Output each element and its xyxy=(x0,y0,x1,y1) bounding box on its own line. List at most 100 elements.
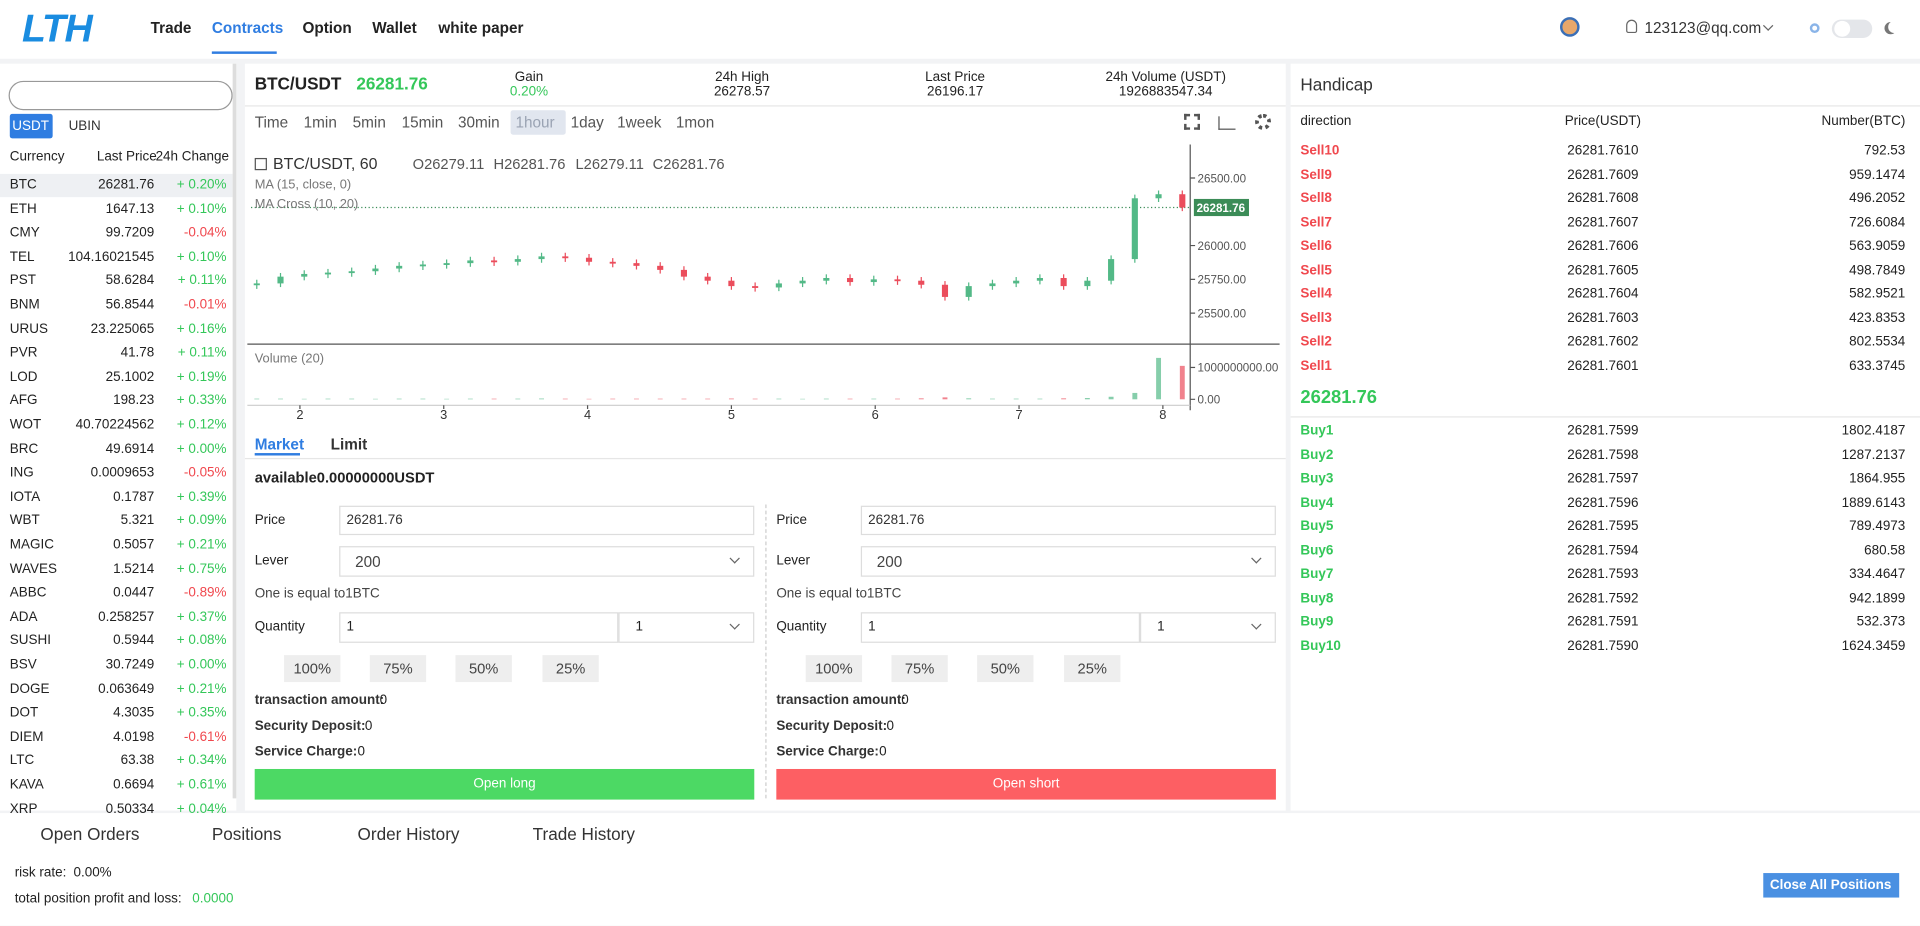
currency[interactable]: DIEM xyxy=(9,729,44,745)
order-tab[interactable]: Market xyxy=(254,435,305,454)
change: + 0.12% xyxy=(176,417,227,433)
timeframe[interactable]: 1day xyxy=(570,113,604,132)
currency[interactable]: MAGIC xyxy=(9,537,54,553)
currency[interactable]: DOT xyxy=(9,705,39,721)
logo[interactable]: LTH xyxy=(22,6,93,51)
book-side: Sell10 xyxy=(1300,143,1340,158)
price-input[interactable] xyxy=(860,505,1276,536)
timeframe[interactable]: 30min xyxy=(457,113,500,132)
nav-item[interactable]: Trade xyxy=(150,19,192,37)
currency[interactable]: WAVES xyxy=(9,561,57,577)
settings-icon[interactable] xyxy=(1255,113,1272,130)
timeframe[interactable]: 1week xyxy=(617,113,662,132)
nav-item[interactable]: Option xyxy=(302,19,352,37)
nav-item[interactable]: white paper xyxy=(438,19,524,37)
submit-button[interactable] xyxy=(776,768,1276,800)
history-tab[interactable]: Trade History xyxy=(532,824,635,844)
timeframe[interactable]: 1mon xyxy=(675,113,715,132)
percent-button[interactable] xyxy=(1064,655,1121,683)
currency[interactable]: PVR xyxy=(9,345,38,361)
timeframe[interactable]: Time xyxy=(254,113,289,132)
currency[interactable]: WBT xyxy=(9,513,40,529)
qty-input[interactable] xyxy=(339,612,619,643)
stat-label: Gain xyxy=(514,69,544,85)
close-all-button[interactable] xyxy=(1763,873,1900,898)
fullscreen-icon[interactable] xyxy=(1184,113,1201,130)
indicator-icon[interactable] xyxy=(1218,116,1236,130)
history-tab[interactable]: Open Orders xyxy=(40,824,140,844)
user-email[interactable]: 123123@qq.com xyxy=(1644,19,1762,37)
avatar[interactable] xyxy=(1560,17,1580,37)
lever-select[interactable] xyxy=(339,546,755,577)
timeframe[interactable]: 1min xyxy=(303,113,337,132)
currency[interactable]: XRP xyxy=(9,801,38,817)
timeframe[interactable]: 1hour xyxy=(515,113,555,132)
volume-bar xyxy=(562,398,568,400)
order-tab[interactable]: Limit xyxy=(330,435,368,454)
book-amount: 496.2052 xyxy=(1849,191,1906,206)
change: -0.89% xyxy=(183,585,227,601)
currency[interactable]: CMY xyxy=(9,225,40,241)
divider xyxy=(1290,416,1920,418)
user-icon xyxy=(1626,19,1638,34)
candle xyxy=(1036,278,1043,281)
percent-button[interactable] xyxy=(369,655,427,683)
currency[interactable]: BRC xyxy=(9,441,39,457)
currency[interactable]: ABBC xyxy=(9,585,47,601)
currency[interactable]: SUSHI xyxy=(9,633,51,649)
timeframe[interactable]: 15min xyxy=(401,113,444,132)
unit-select[interactable] xyxy=(1140,612,1276,643)
percent-button[interactable] xyxy=(542,655,599,683)
volume-bar xyxy=(1084,398,1090,400)
percent-button[interactable] xyxy=(284,655,341,683)
currency[interactable]: IOTA xyxy=(9,489,41,505)
currency[interactable]: WOT xyxy=(9,417,42,433)
close-all-label[interactable]: Close All Positions xyxy=(1769,877,1892,893)
currency[interactable]: LTC xyxy=(9,753,35,769)
nav-item[interactable]: Wallet xyxy=(372,19,417,37)
note: One is equal to1BTC xyxy=(254,586,380,602)
submit-button[interactable] xyxy=(254,768,755,800)
history-tab[interactable]: Order History xyxy=(357,824,460,844)
percent-button[interactable] xyxy=(455,655,512,683)
market-tab[interactable]: USDT xyxy=(12,118,49,134)
currency[interactable]: LOD xyxy=(9,369,38,385)
unit-select[interactable] xyxy=(618,612,755,643)
candle xyxy=(965,286,972,297)
tab-active-bg xyxy=(9,113,53,139)
currency[interactable]: AFG xyxy=(9,393,38,409)
percent-button[interactable] xyxy=(891,655,948,683)
qty-input[interactable] xyxy=(860,612,1141,643)
submit-label[interactable]: Open long xyxy=(473,776,536,792)
candle xyxy=(941,284,949,297)
percent-button[interactable] xyxy=(805,655,863,683)
percent-button[interactable] xyxy=(977,655,1034,683)
timeframe[interactable]: 5min xyxy=(352,113,386,132)
currency[interactable]: TEL xyxy=(9,249,35,265)
candle xyxy=(1179,194,1186,208)
currency[interactable]: ETH xyxy=(9,201,37,217)
search-input[interactable] xyxy=(8,80,233,111)
book-amount: 633.3745 xyxy=(1849,358,1906,374)
market-tab[interactable]: UBIN xyxy=(68,118,101,134)
currency[interactable]: KAVA xyxy=(9,777,44,793)
nav-item[interactable]: Contracts xyxy=(211,19,284,37)
history-tab[interactable]: Positions xyxy=(211,824,282,844)
book-side: Buy5 xyxy=(1300,519,1334,535)
currency[interactable]: PST xyxy=(9,273,37,289)
currency[interactable]: ADA xyxy=(9,609,38,625)
currency[interactable]: BTC xyxy=(9,177,37,193)
submit-label[interactable]: Open short xyxy=(992,776,1060,792)
book-price: 26281.7595 xyxy=(1567,519,1639,535)
currency[interactable]: BNM xyxy=(9,297,40,313)
field-label: Quantity xyxy=(254,619,305,635)
candle xyxy=(301,273,308,277)
currency[interactable]: ING xyxy=(9,465,34,481)
lever-select[interactable] xyxy=(860,546,1276,577)
change: + 0.16% xyxy=(176,321,227,337)
candle xyxy=(1155,194,1162,199)
currency[interactable]: URUS xyxy=(9,321,48,337)
price-input[interactable] xyxy=(339,505,755,536)
currency[interactable]: DOGE xyxy=(9,681,50,697)
currency[interactable]: BSV xyxy=(9,657,37,673)
